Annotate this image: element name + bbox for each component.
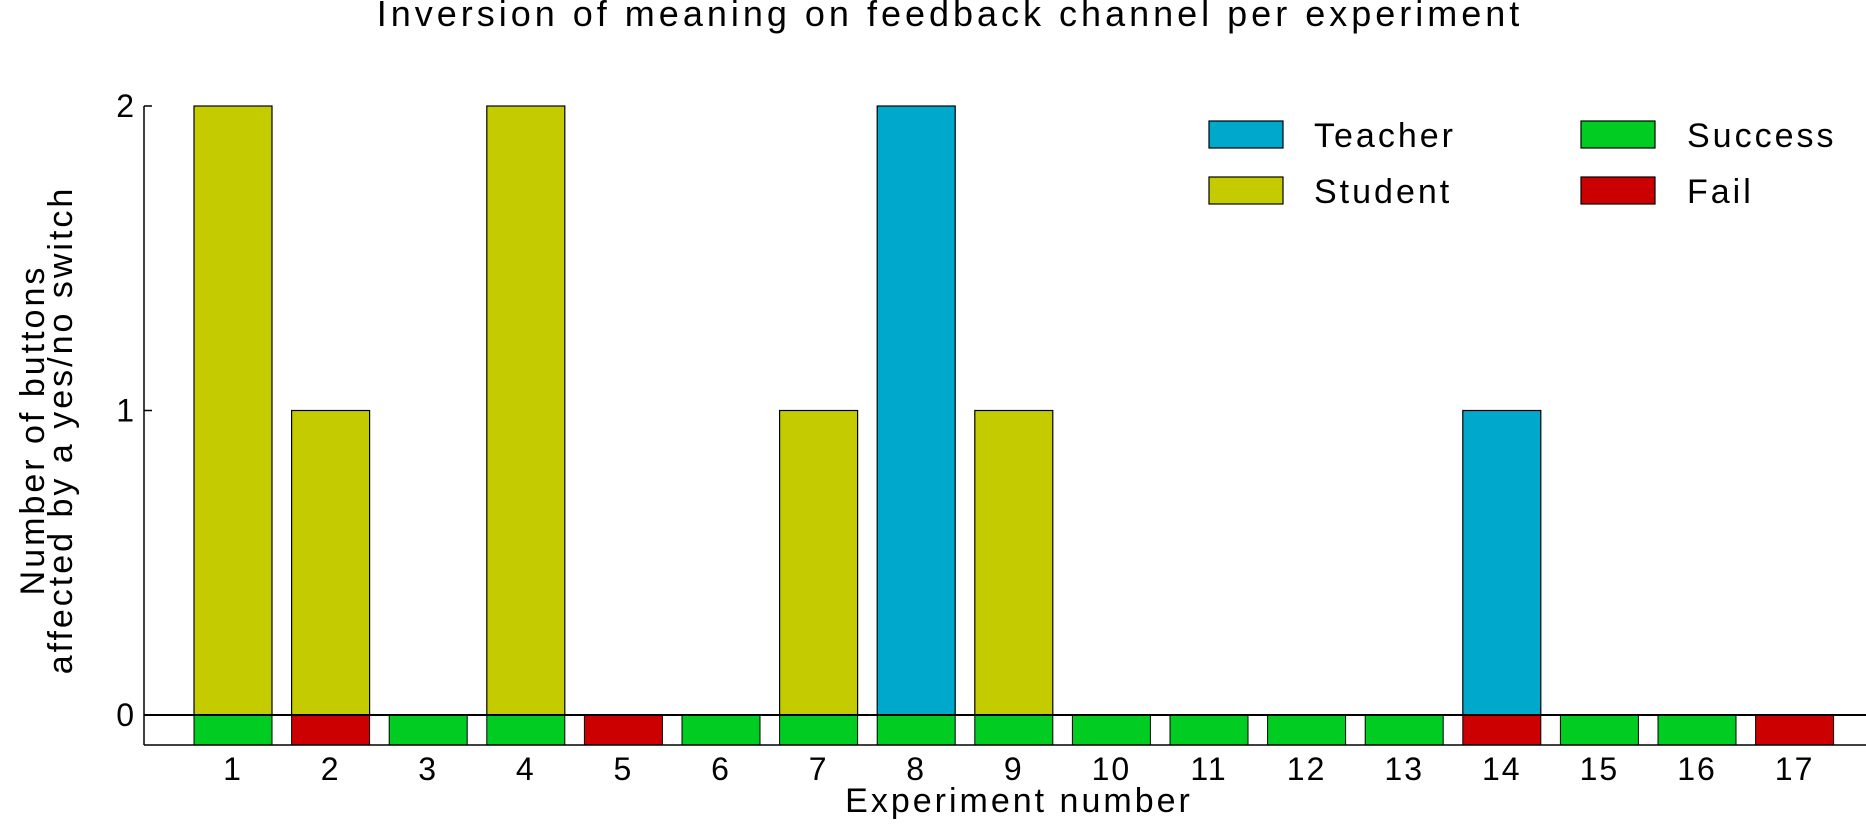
x-tick-label: 7 — [809, 751, 829, 787]
x-tick-label: 10 — [1092, 751, 1132, 787]
legend: Teacher Student Success Fail — [1208, 117, 1837, 211]
legend-label-student: Student — [1314, 173, 1452, 211]
y-axis-label-line-2: affected by a yes/no switch — [42, 186, 80, 675]
outcome-cell-experiment-7 — [779, 714, 859, 746]
y-tick-label: 2 — [116, 88, 136, 124]
bars-layer — [193, 105, 1542, 716]
outcome-cell-experiment-12 — [1267, 714, 1347, 746]
x-tick-label: 5 — [614, 751, 634, 787]
outcome-cell-experiment-1 — [193, 714, 273, 746]
chart-title: Inversion of meaning on feedback channel… — [377, 0, 1524, 34]
legend-swatch-fail — [1580, 176, 1656, 205]
outcome-cell-experiment-17 — [1755, 714, 1835, 746]
bar-experiment-2 — [291, 409, 371, 716]
outcome-cell-experiment-16 — [1657, 714, 1737, 746]
x-tick-label: 4 — [516, 751, 536, 787]
outcome-cell-experiment-6 — [681, 714, 761, 746]
outcome-cell-experiment-4 — [486, 714, 566, 746]
bar-experiment-8 — [876, 105, 956, 716]
x-axis-label: Experiment number — [845, 782, 1193, 820]
legend-swatch-student — [1208, 176, 1284, 205]
outcome-strip — [193, 714, 1835, 746]
outcome-cell-experiment-15 — [1559, 714, 1639, 746]
y-axis-label-line-1: Number of buttons — [14, 265, 52, 596]
x-tick-label: 6 — [711, 751, 731, 787]
outcome-cell-experiment-13 — [1364, 714, 1444, 746]
outcome-cell-experiment-8 — [876, 714, 956, 746]
outcome-cell-experiment-5 — [583, 714, 663, 746]
x-tick-label: 2 — [321, 751, 341, 787]
outcome-cell-experiment-2 — [291, 714, 371, 746]
axes — [143, 105, 1866, 746]
y-tick-label: 0 — [116, 697, 136, 733]
bar-experiment-4 — [486, 105, 566, 716]
bar-experiment-7 — [778, 409, 859, 716]
x-tick-label: 11 — [1190, 751, 1227, 787]
legend-swatch-teacher — [1208, 120, 1284, 149]
x-tick-label: 8 — [906, 751, 926, 787]
bar-experiment-1 — [193, 105, 273, 716]
x-tick-label: 17 — [1775, 751, 1815, 787]
y-axis-label: Number of buttons affected by a yes/no s… — [14, 186, 80, 675]
x-tick-label: 3 — [418, 751, 438, 787]
x-tick-label: 14 — [1482, 751, 1522, 787]
outcome-cell-experiment-11 — [1169, 714, 1249, 746]
outcome-cell-experiment-14 — [1462, 714, 1542, 746]
legend-swatch-success — [1580, 120, 1656, 149]
x-tick-label: 12 — [1287, 751, 1327, 787]
legend-label-teacher: Teacher — [1314, 117, 1456, 155]
bar-experiment-9 — [974, 409, 1054, 716]
x-tick-label: 16 — [1677, 751, 1717, 787]
x-tick-label: 1 — [223, 751, 243, 787]
x-tick-label: 9 — [1004, 751, 1024, 787]
outcome-cell-experiment-10 — [1071, 714, 1151, 746]
outcome-cell-experiment-9 — [974, 714, 1054, 746]
legend-label-fail: Fail — [1687, 173, 1754, 211]
outcome-cell-experiment-3 — [388, 714, 468, 746]
y-tick-label: 1 — [116, 393, 136, 429]
legend-label-success: Success — [1687, 117, 1837, 155]
x-tick-label: 15 — [1580, 751, 1620, 787]
x-tick-label: 13 — [1384, 751, 1424, 787]
bar-experiment-14 — [1462, 409, 1542, 716]
